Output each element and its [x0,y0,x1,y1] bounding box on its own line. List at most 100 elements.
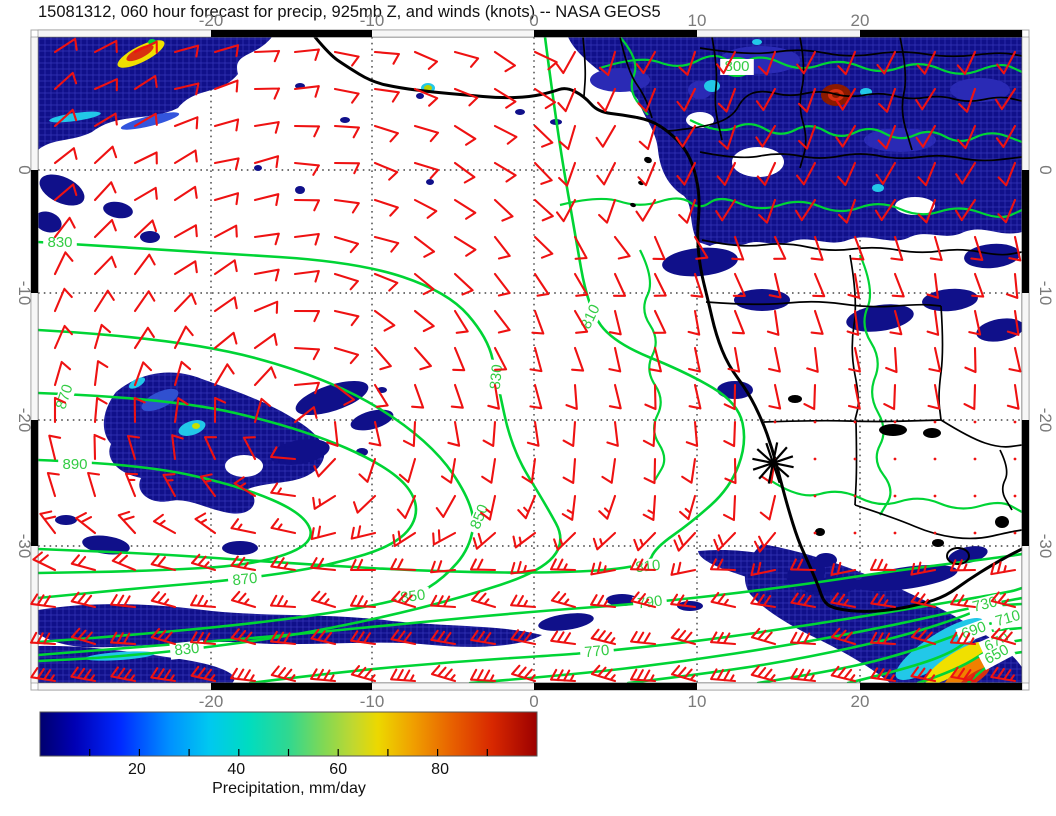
wind-barb [493,235,511,260]
wind-barb [957,124,977,150]
contour-label: 710 [993,607,1022,630]
wind-barb [837,50,857,76]
wind-barb [93,78,118,92]
wind-barb [373,309,396,332]
wind-barb [493,50,516,73]
wind-barb [413,272,435,296]
wind-barb [676,87,697,112]
contour-label: 870 [53,382,77,411]
wind-barb [557,87,577,113]
wind-barb [133,396,146,424]
wind-barb [373,124,399,143]
contour-label: 890 [62,456,87,473]
wind-barb [847,383,861,410]
wind-barb [971,272,985,298]
wind-barb [269,594,297,609]
wind-barb [870,593,897,609]
wind-barb [350,525,377,540]
wind-barb [635,50,657,75]
wind-barb [350,630,377,646]
wind-barb [673,531,697,552]
wind-barb [230,555,257,572]
wind-barb [724,457,737,485]
wind-barb [453,87,479,107]
wind-barb [440,457,457,484]
wind-barb [133,40,158,54]
wind-barb [472,531,497,550]
wind-barb [133,151,158,165]
wind-barb [846,309,860,336]
wind-barb [293,48,320,61]
wind-barb [915,124,937,148]
wind-barb [213,224,238,239]
colorbar-tick-label: 80 [431,761,449,778]
wind-barb [352,494,377,514]
wind-barb [687,309,701,336]
wind-barb [53,216,76,239]
wind-barb [310,668,337,683]
wind-barb [392,530,417,548]
wind-barb [310,590,337,609]
wind-barb [676,161,697,186]
wind-barb [806,346,819,373]
wind-barb [732,272,746,297]
wind-barb [293,161,320,176]
wind-barb [190,665,217,683]
wind-barb [480,494,497,521]
wind-barb [293,346,321,361]
wind-barb [30,593,57,609]
wind-barb [48,434,62,461]
wind-barb [413,50,439,70]
wind-barb [70,666,97,683]
wind-barb [53,183,78,202]
wind-barb [629,558,657,572]
wind-barb [32,551,57,572]
contour-label: 830 [174,640,201,660]
wind-barb [53,251,74,276]
wind-barb [350,665,377,683]
wind-barb [93,181,117,202]
wind-barb [253,366,277,387]
wind-barb [757,50,777,76]
wind-barb [670,628,697,646]
axis-label-right: -10 [1036,281,1055,306]
wind-barb [713,531,737,552]
wind-barb [759,494,777,521]
wind-barb [203,436,218,461]
wind-barb [373,198,399,217]
wind-barb [253,232,280,246]
wind-barb [293,269,320,283]
wind-barb [413,235,436,258]
wind-barb [373,383,389,408]
wind-barb [718,124,737,150]
wind-barb [481,457,497,484]
wind-barb [549,558,577,572]
wind-barb [681,457,697,484]
wind-barb [678,50,697,76]
wind-barb [93,145,118,165]
axis-label-top: 20 [851,11,870,30]
wind-barb [630,668,657,683]
wind-barb [270,482,297,498]
wind-barb [529,383,543,410]
station-marker [752,442,794,484]
wind-barb [194,512,217,535]
wind-barb [110,666,137,683]
wind-barb [373,235,400,253]
axis-label-bottom: -10 [360,692,385,711]
wind-barb [635,198,657,222]
wind-barb [670,593,697,609]
wind-barb [430,664,457,683]
wind-barb [717,87,737,113]
wind-barb [39,510,57,535]
wind-barb [653,272,667,297]
wind-barb [653,309,667,334]
wind-barb [590,594,617,609]
wind-barb [875,161,897,185]
wind-barb [517,494,537,520]
wind-barb [150,667,177,683]
wind-barb [30,667,57,683]
wind-barb [678,198,697,224]
wind-barb [755,87,777,112]
wind-barb [293,381,320,395]
